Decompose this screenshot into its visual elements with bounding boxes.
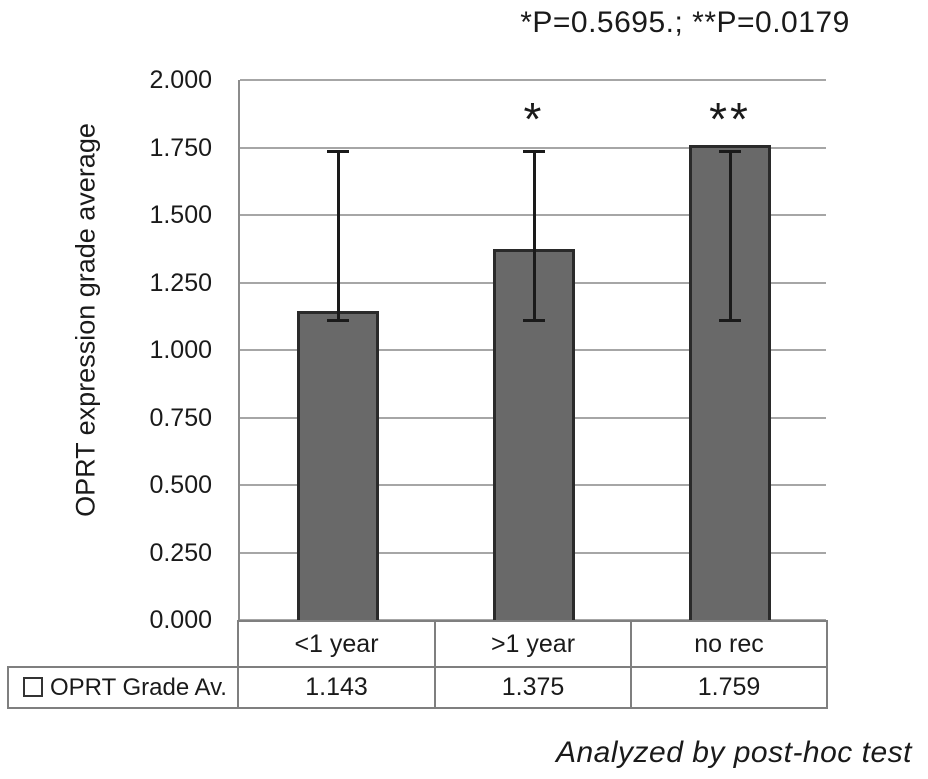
category-cell: no rec [630, 620, 828, 668]
category-row: <1 year >1 year no rec [8, 620, 828, 668]
y-tick-label: 1.000 [149, 336, 212, 364]
table-blank-cell [8, 621, 238, 667]
value-cell: 1.759 [630, 666, 828, 709]
significance-marker: * [523, 93, 545, 145]
category-cell: >1 year [434, 620, 632, 668]
error-bar-cap [523, 150, 545, 154]
y-axis-tick-labels: 0.000 0.250 0.500 0.750 1.000 1.250 1.500 1.750… [0, 0, 212, 779]
error-bar-line [728, 151, 732, 321]
error-bar-cap [719, 318, 741, 322]
y-tick-label: 1.250 [149, 268, 212, 297]
value-row: OPRT Grade Av. 1.143 1.375 1.759 [7, 666, 828, 709]
legend-swatch [23, 676, 43, 697]
gridline [240, 619, 826, 621]
data-table: <1 year >1 year no rec OPRT Grade Av. 1.… [7, 620, 828, 709]
y-tick-label: 2.000 [149, 66, 212, 94]
error-bar-cap [719, 150, 741, 154]
error-bar-line [532, 151, 536, 321]
y-tick-label: 1.500 [149, 201, 212, 229]
y-tick-label: 0.500 [149, 471, 212, 499]
y-tick-label: 0.000 [149, 606, 212, 634]
error-bar-cap [327, 318, 349, 322]
gridline [240, 79, 826, 81]
legend-label: OPRT Grade Av. [50, 673, 227, 701]
y-tick-label: 0.750 [149, 403, 212, 432]
error-bar-line [336, 151, 340, 321]
bar [297, 311, 379, 620]
value-cell: 1.375 [434, 666, 632, 709]
plot-area: * ** [238, 79, 826, 621]
error-bar-cap [523, 318, 545, 322]
y-tick-label: 1.750 [149, 133, 212, 162]
chart-title-pvalues: *P=0.5695.; **P=0.0179 [520, 6, 850, 39]
gridline [240, 146, 826, 149]
footnote-analysis-note: Analyzed by post-hoc test [555, 736, 912, 769]
error-bar-cap [327, 150, 349, 154]
category-cell: <1 year [237, 620, 436, 668]
legend-cell: OPRT Grade Av. [7, 666, 239, 709]
significance-marker: ** [709, 93, 751, 145]
y-tick-label: 0.250 [149, 538, 212, 567]
value-cell: 1.143 [237, 666, 436, 709]
